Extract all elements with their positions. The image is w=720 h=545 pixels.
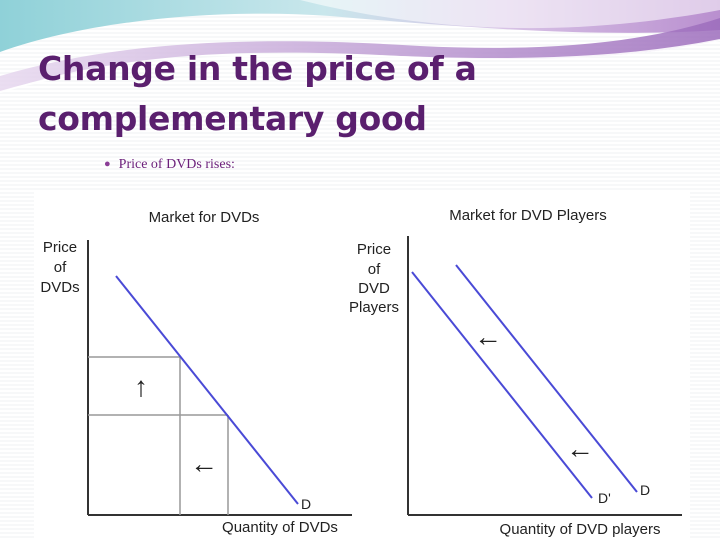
slide-title-line-2: complementary good (38, 99, 427, 138)
left-graph: Market for DVDs Price of DVDs D ↑ ← Quan… (40, 209, 352, 536)
left-graph-ylabel-3: DVDs (40, 279, 79, 296)
diagram-panel: Market for DVDs Price of DVDs D ↑ ← Quan… (34, 192, 690, 540)
right-graph: Market for DVD Players Price of DVD Play… (349, 207, 682, 538)
right-graph-curve-label-original: D (640, 482, 650, 498)
bullet-dot-icon: ● (104, 158, 111, 170)
left-graph-curve-label: D (301, 496, 311, 512)
right-graph-demand-curve-new (411, 271, 593, 499)
up-arrow-icon: ↑ (134, 371, 148, 402)
bullet-item: ● Price of DVDs rises: (104, 157, 235, 173)
left-graph-xlabel: Quantity of DVDs (222, 519, 338, 536)
left-arrow-icon: ← (190, 448, 218, 479)
right-graph-curve-label-new: D' (598, 490, 611, 506)
slide-title: Change in the price of a complementary g… (38, 44, 477, 144)
right-graph-title: Market for DVD Players (449, 207, 607, 224)
left-graph-ylabel-1: Price (43, 239, 77, 256)
left-graph-ylabel-2: of (54, 259, 67, 276)
right-graph-ylabel-2: of (368, 261, 381, 278)
slide-title-line-1: Change in the price of a (38, 49, 477, 88)
left-arrow-icon: ← (474, 321, 502, 352)
header-wave (0, 18, 720, 92)
right-graph-ylabel-4: Players (349, 299, 399, 316)
right-graph-ylabel-3: DVD (358, 280, 390, 297)
left-graph-title: Market for DVDs (149, 209, 260, 226)
left-arrow-icon: ← (566, 433, 594, 464)
right-graph-xlabel: Quantity of DVD players (500, 521, 661, 538)
left-graph-demand-curve (115, 275, 299, 505)
right-graph-demand-curve-original (455, 264, 638, 493)
bullet-text: Price of DVDs rises: (118, 157, 235, 172)
right-graph-ylabel-1: Price (357, 241, 391, 258)
